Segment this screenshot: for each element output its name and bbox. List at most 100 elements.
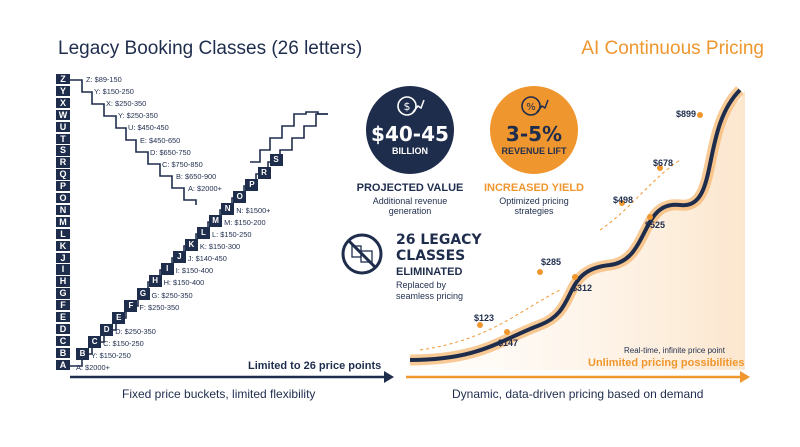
column-letter: G <box>56 288 70 300</box>
column-letter: O <box>56 193 70 205</box>
class-block: I <box>160 263 174 276</box>
ascending-class-label: G: $250-350 <box>151 290 193 300</box>
column-letter: M <box>56 216 70 229</box>
yield-amount: 3-5% <box>505 122 563 146</box>
class-block: P <box>245 178 259 191</box>
value-unit: BILLION <box>392 146 428 156</box>
svg-text:$: $ <box>404 100 411 113</box>
column-letter: X <box>56 97 70 110</box>
descending-class-label: D: $650-750 <box>150 148 191 157</box>
column-letter: D <box>56 323 70 336</box>
column-letter: C <box>56 335 70 348</box>
descending-class-label: B: $650-900 <box>176 172 217 181</box>
descending-class-label: C: $750-850 <box>162 160 203 169</box>
value-amount: $40-45 <box>371 122 449 146</box>
price-point-label: $285 <box>541 257 562 267</box>
class-block: E <box>112 311 126 324</box>
continuous-pricing-curve <box>409 86 745 370</box>
price-point-label: $123 <box>474 313 495 323</box>
dollar-growth-icon: $ <box>397 96 425 116</box>
value-subtext: Additional revenue generation <box>372 196 448 216</box>
yield-badge: % 3-5% REVENUE LIFT <box>490 86 578 174</box>
column-letter: W <box>56 109 70 122</box>
price-point-label: $678 <box>653 158 674 168</box>
descending-class-label: U: $450-450 <box>128 123 169 132</box>
legacy-title: Legacy Booking Classes (26 letters) <box>58 38 363 59</box>
column-letter: E <box>56 312 70 324</box>
unlimited-axis-arrow <box>406 371 750 383</box>
column-letter: S <box>56 145 70 157</box>
class-block: S <box>269 154 283 167</box>
column-letter: L <box>56 228 70 241</box>
eliminated-subtext: Replaced by seamless pricing <box>396 280 464 301</box>
descending-class-label: Y: $150-250 <box>94 87 134 96</box>
column-letter: B <box>56 347 70 360</box>
class-block: G <box>136 287 150 300</box>
ascending-class-label: N: $1500+ <box>236 205 271 215</box>
yield-subtext: Optimized pricing strategies <box>499 196 569 216</box>
class-block: L <box>197 227 210 239</box>
descending-class-label: Z: $89-150 <box>86 75 122 84</box>
class-a-label: A: $2000+ <box>76 363 110 372</box>
eliminated-icon <box>340 232 384 276</box>
column-letter: I <box>56 264 70 276</box>
descending-class-label: E: $450-650 <box>140 136 181 145</box>
column-letter: T <box>56 133 70 145</box>
class-block: B <box>76 348 89 360</box>
descending-class-label: Y: $250-350 <box>118 111 158 120</box>
class-block: N <box>221 202 235 215</box>
column-letter: K <box>56 240 70 252</box>
ascending-class-label: L: $150-250 <box>212 230 252 239</box>
class-block: C <box>88 335 102 348</box>
class-block: H <box>148 275 162 288</box>
column-letter: A <box>56 359 70 371</box>
class-block: K <box>184 239 198 252</box>
realtime-note: Real-time, infinite price point <box>624 346 725 355</box>
yield-heading: INCREASED YIELD <box>483 182 585 194</box>
class-block: R <box>257 166 271 179</box>
class-block: O <box>233 190 247 203</box>
column-letter: P <box>56 181 70 193</box>
ascending-class-label: Y: $150-250 <box>91 351 131 360</box>
svg-text:%: % <box>526 102 536 113</box>
column-letter: U <box>56 121 70 133</box>
column-letter: J <box>56 252 70 264</box>
class-block: D <box>100 323 114 336</box>
column-letter: Y <box>56 85 70 98</box>
value-badge: $ $40-45 BILLION <box>366 86 454 174</box>
ascending-class-label: M: $150-200 <box>224 217 266 227</box>
class-block: M <box>209 214 223 227</box>
value-heading: PROJECTED VALUE <box>356 182 464 194</box>
percent-growth-icon: % <box>521 96 549 116</box>
ascending-class-label: I: $150-400 <box>175 266 214 276</box>
descending-class-label: X: $250-350 <box>106 99 147 108</box>
price-point-label: $498 <box>613 195 634 205</box>
ascending-class-label: C: $150-250 <box>103 338 144 348</box>
column-letter: R <box>56 157 70 169</box>
ascending-class-label: K: $150-300 <box>199 242 241 252</box>
column-letter: F <box>56 300 70 312</box>
ascending-class-label: F: $250-350 <box>139 302 180 312</box>
price-point-label: $525 <box>645 220 666 230</box>
ascending-class-label: H: $150-400 <box>163 278 205 288</box>
class-block: J <box>172 251 186 264</box>
column-letter: Q <box>56 169 70 181</box>
unlimited-arrow-caption: Unlimited pricing possibilities <box>588 357 745 369</box>
descending-class-label: A: $2000+ <box>188 184 222 193</box>
legacy-arrow-caption: Limited to 26 price points <box>248 360 382 372</box>
column-letter: N <box>56 204 70 217</box>
eliminated-heading: ELIMINATED <box>396 266 463 278</box>
price-point-label: $147 <box>498 338 519 348</box>
column-letter: Z <box>56 74 70 86</box>
class-block: F <box>124 299 138 312</box>
ascending-class-label: D: $250-350 <box>115 326 156 336</box>
column-letter: H <box>56 276 70 288</box>
price-point-label: $899 <box>676 109 697 119</box>
ai-pricing-title: AI Continuous Pricing <box>581 38 764 59</box>
ascending-class-label: J: $140-450 <box>187 254 227 264</box>
yield-unit: REVENUE LIFT <box>501 146 567 156</box>
legacy-eliminated-count: 26 LEGACY CLASSES <box>396 232 482 264</box>
legacy-bottom-caption: Fixed price buckets, limited flexibility <box>122 387 316 401</box>
ai-bottom-caption: Dynamic, data-driven pricing based on de… <box>452 387 704 401</box>
